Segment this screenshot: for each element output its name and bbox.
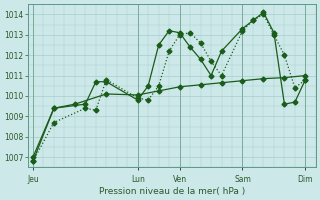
- X-axis label: Pression niveau de la mer( hPa ): Pression niveau de la mer( hPa ): [99, 187, 245, 196]
